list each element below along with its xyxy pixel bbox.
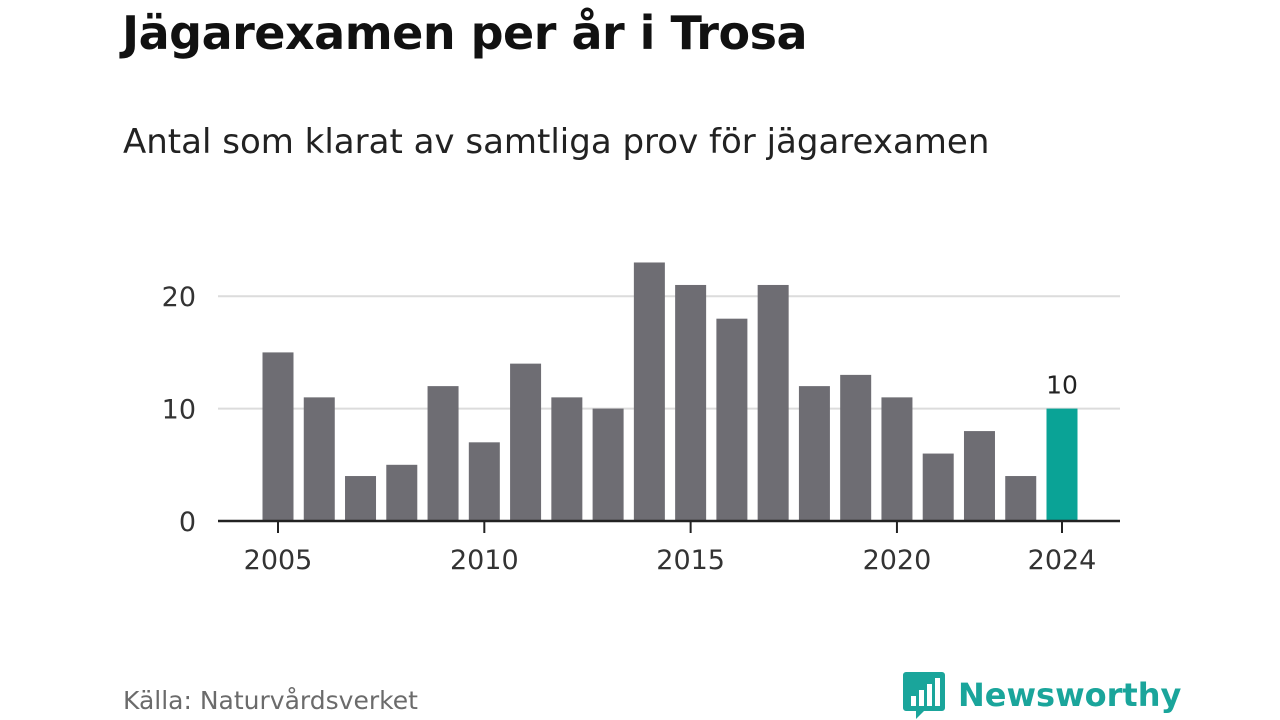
bar-2016 (716, 318, 748, 521)
y-tick-label: 10 (162, 395, 196, 426)
y-tick-label: 0 (179, 507, 196, 538)
x-tick-label: 2010 (450, 545, 519, 576)
bar-2022 (963, 431, 995, 521)
bar-2024 (1046, 408, 1078, 521)
bar-2020 (881, 397, 913, 521)
bar-chart-speech-bubble-icon (903, 672, 945, 719)
bar-2006 (303, 397, 335, 521)
bar-2015 (675, 284, 707, 521)
x-tick-label: 2020 (863, 545, 932, 576)
bar-2011 (510, 363, 542, 521)
axes (218, 519, 1120, 533)
gridlines (218, 295, 1120, 410)
x-tick-label: 2015 (656, 545, 725, 576)
x-tick-label: 2005 (244, 545, 313, 576)
bar-2012 (551, 397, 583, 521)
bar-2017 (757, 284, 789, 521)
bar-2023 (1005, 476, 1037, 521)
chart-subtitle: Antal som klarat av samtliga prov för jä… (123, 122, 990, 162)
bar-2007 (345, 476, 377, 521)
brand-logo: Newsworthy (902, 670, 1181, 720)
source-note: Källa: Naturvårdsverket (123, 686, 418, 715)
y-tick-label: 20 (162, 282, 196, 313)
bar-2009 (427, 386, 459, 521)
bar-2021 (922, 453, 954, 521)
bar-2018 (798, 386, 830, 521)
bar-2019 (840, 374, 872, 521)
bar-2014 (633, 262, 665, 521)
x-tick-label: 2024 (1028, 545, 1097, 576)
bar-2005 (262, 352, 294, 521)
bar-2008 (386, 464, 418, 521)
bar-2013 (592, 408, 624, 521)
bar-2010 (468, 442, 500, 521)
brand-name: Newsworthy (958, 676, 1182, 714)
bars (262, 262, 1078, 521)
data-label-2024: 10 (1046, 371, 1078, 400)
chart-title: Jägarexamen per år i Trosa (122, 6, 808, 60)
